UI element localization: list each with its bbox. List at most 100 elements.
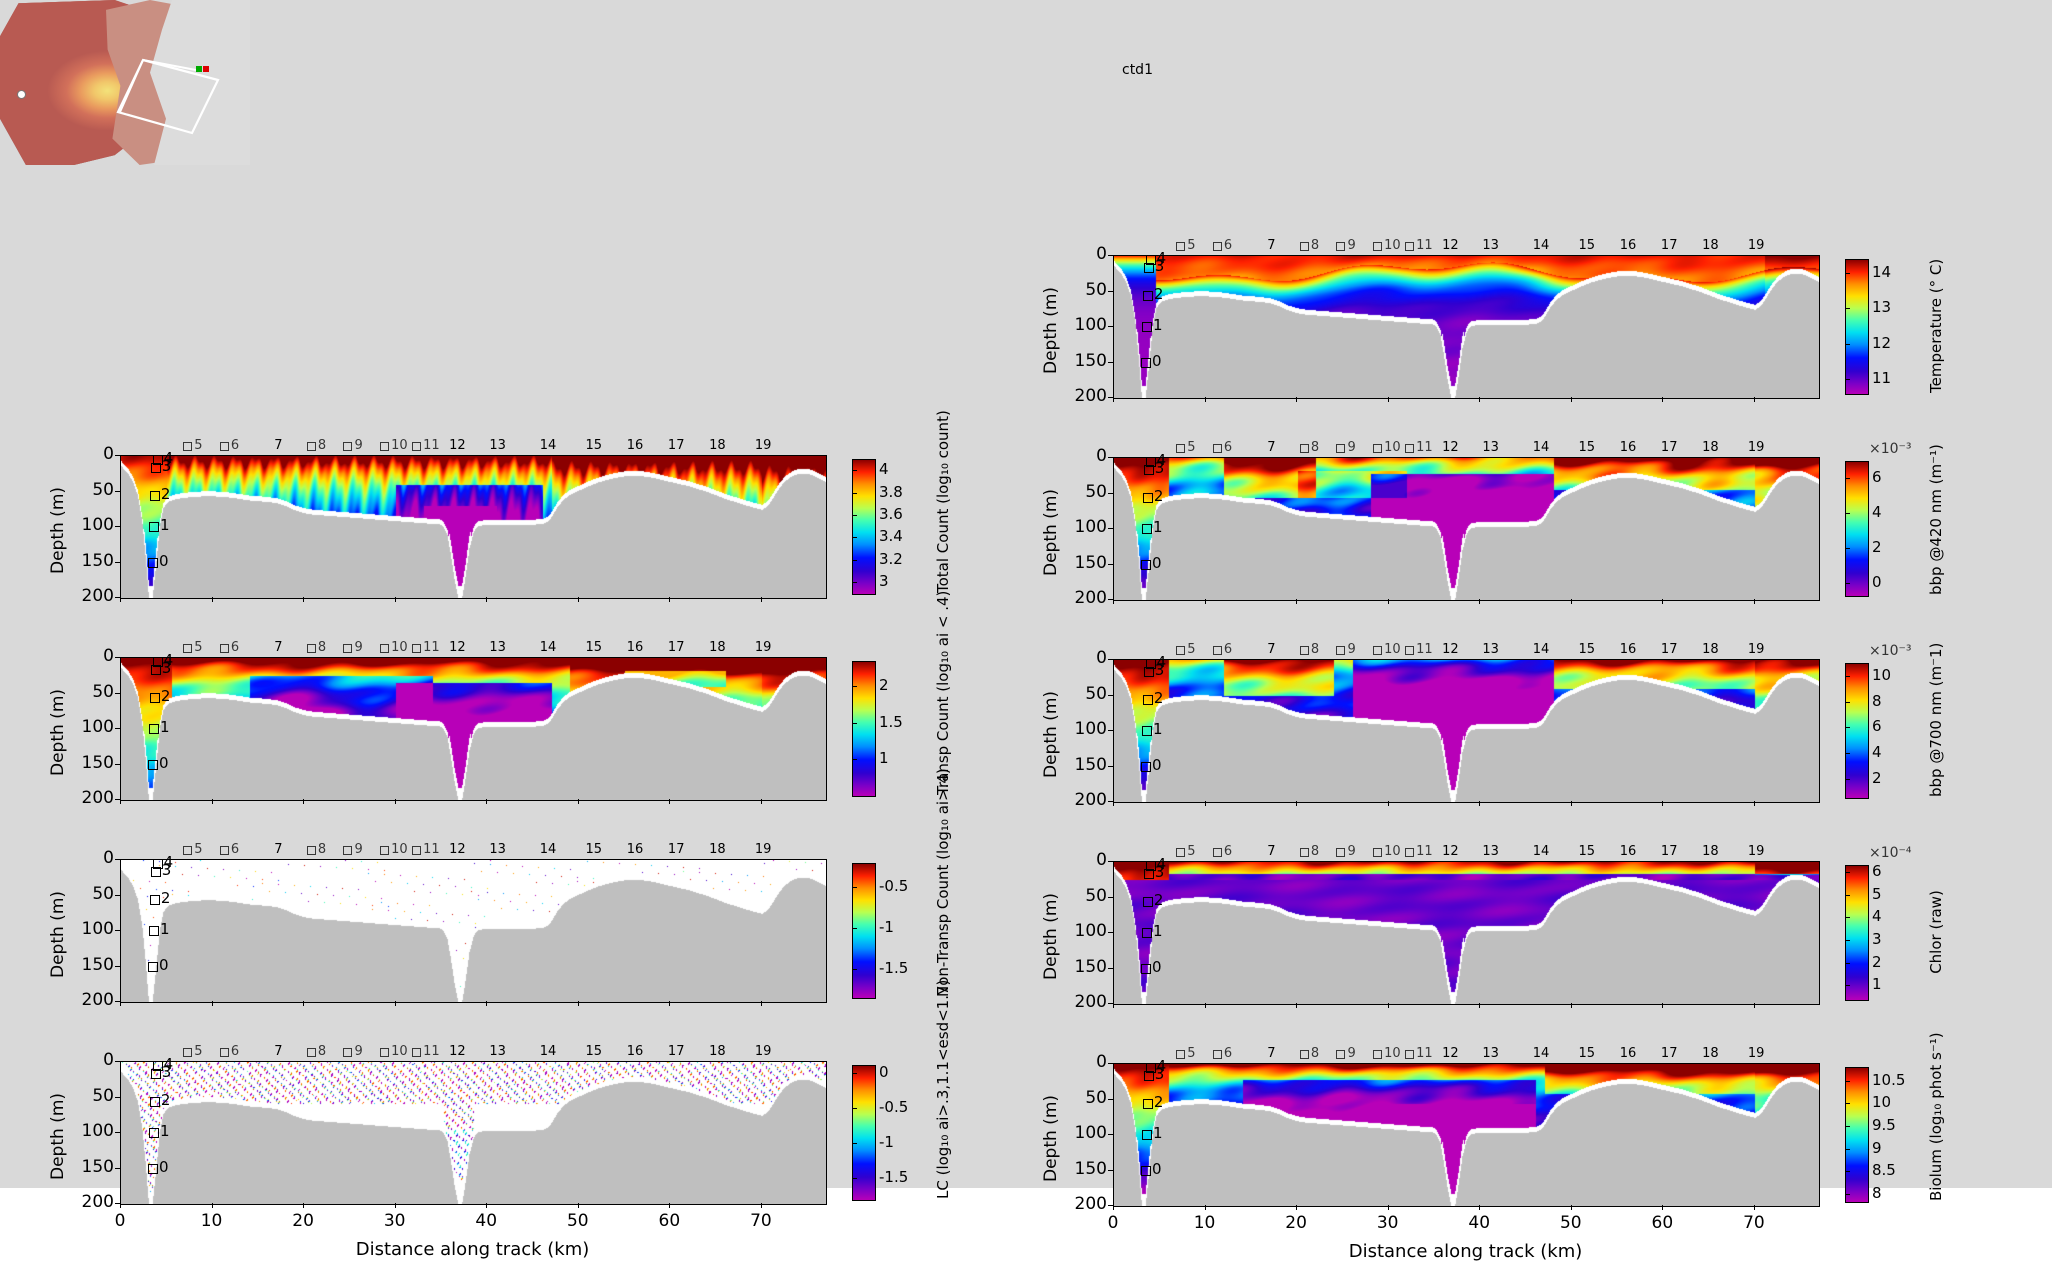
x-tickmark	[1387, 801, 1389, 806]
colorbar-tickmark	[853, 1108, 857, 1110]
plot-area-total-count[interactable]	[120, 455, 827, 599]
station-label-6: 6	[1223, 642, 1233, 657]
station-label-17: 17	[667, 1044, 685, 1059]
station-marker-11	[412, 1048, 422, 1057]
station-label-13: 13	[1482, 238, 1499, 253]
station-label-1: 1	[1152, 316, 1163, 334]
x-tick-50: 50	[1559, 1213, 1582, 1233]
station-label-0: 0	[159, 955, 169, 974]
y-tick-total-count-200: 200	[81, 586, 114, 606]
station-marker-1	[1141, 322, 1152, 332]
colorbar-tickmark	[853, 470, 857, 472]
station-marker-9	[1336, 242, 1346, 251]
station-label-15: 15	[585, 1044, 603, 1059]
x-tickmark	[577, 597, 579, 602]
y-tickmark	[1108, 1098, 1113, 1100]
y-tickmark	[1108, 659, 1113, 660]
station-marker-0	[148, 961, 159, 972]
colorbar-tickmark	[853, 537, 857, 539]
colorbar-tick-temperature-2: 13	[1872, 298, 1892, 317]
station-label-4: 4	[163, 448, 174, 467]
colorbar-tick-bbp700-3: 8	[1872, 691, 1882, 710]
x-tickmark	[760, 1203, 762, 1208]
station-marker-6	[1212, 1050, 1222, 1059]
colorbar-tick-total-count-4: 3.8	[879, 482, 903, 501]
station-label-13: 13	[489, 640, 506, 655]
station-marker-6	[1212, 848, 1222, 857]
x-tickmark	[486, 1203, 488, 1208]
colorbar-tickmark	[853, 927, 857, 929]
station-label-4: 4	[1156, 248, 1167, 267]
station-marker-8	[306, 442, 316, 451]
station-marker-2	[1142, 493, 1153, 504]
colorbar-tickmark	[1846, 378, 1850, 380]
x-tickmark	[394, 1203, 396, 1208]
x-tickmark	[1662, 599, 1664, 604]
station-label-4: 4	[1156, 854, 1167, 873]
station-label-9: 9	[354, 640, 363, 655]
station-label-14: 14	[1532, 642, 1550, 657]
y-tick-total-count-150: 150	[81, 550, 114, 571]
y-tick-transp-count-50: 50	[92, 681, 114, 702]
x-tickmark	[486, 1001, 488, 1006]
colorbar-tick-total-count-1: 3.2	[879, 549, 903, 568]
plot-area-lc[interactable]	[120, 1061, 827, 1205]
station-marker-3	[1143, 1071, 1154, 1082]
y-tickmark	[115, 657, 120, 658]
station-label-14: 14	[1532, 238, 1550, 253]
map-start-marker	[196, 66, 202, 72]
station-label-9: 9	[1347, 844, 1356, 859]
station-label-11: 11	[1416, 440, 1433, 455]
plot-area-temperature[interactable]	[1113, 255, 1820, 399]
x-tickmark	[394, 799, 396, 804]
station-marker-8	[306, 846, 316, 855]
station-label-7: 7	[1267, 642, 1276, 657]
station-label-7: 7	[1267, 238, 1276, 253]
y-tickmark	[1108, 457, 1113, 458]
y-tick-chlor-150: 150	[1074, 956, 1107, 977]
y-tickmark	[115, 763, 120, 765]
y-tickmark	[1108, 1003, 1113, 1004]
colorbar-tick-lc-0: -1.5	[879, 1168, 909, 1187]
station-label-0: 0	[1152, 957, 1162, 976]
station-label-7: 7	[274, 640, 283, 655]
station-label-18: 18	[709, 1044, 726, 1059]
x-tickmark	[669, 799, 671, 804]
plot-area-non-transp-count[interactable]	[120, 859, 827, 1003]
station-label-9: 9	[1347, 440, 1356, 455]
colorbar-tickmark	[1846, 273, 1850, 275]
station-label-8: 8	[317, 842, 327, 857]
station-marker-8	[1299, 242, 1309, 251]
station-label-6: 6	[1223, 238, 1233, 253]
station-label-2: 2	[160, 889, 171, 908]
plot-area-bbp700[interactable]	[1113, 659, 1820, 803]
y-axis-label-temperature: Depth (m)	[1041, 286, 1061, 374]
y-tickmark	[115, 692, 120, 694]
colorbar-bbp700	[1845, 663, 1869, 799]
y-tickmark	[1108, 861, 1113, 862]
x-tick-30: 30	[1376, 1213, 1399, 1233]
colorbar-tick-non-transp-count-0: -1.5	[879, 958, 909, 977]
station-label-9: 9	[1347, 238, 1356, 253]
colorbar-tickmark	[1846, 308, 1850, 310]
station-marker-11	[1405, 444, 1415, 453]
x-tickmark	[1113, 1205, 1114, 1210]
plot-area-transp-count[interactable]	[120, 657, 827, 801]
x-tick-50: 50	[566, 1211, 589, 1231]
station-label-13: 13	[1482, 642, 1499, 657]
plot-area-bbp420[interactable]	[1113, 457, 1820, 601]
section-image-transp-count	[121, 658, 826, 800]
y-tickmark	[115, 561, 120, 563]
station-marker-10	[380, 846, 390, 855]
colorbar-tickmark	[1846, 1171, 1850, 1173]
x-tickmark	[1753, 1003, 1755, 1008]
station-label-9: 9	[354, 842, 363, 857]
y-tick-temperature-100: 100	[1074, 315, 1107, 335]
x-tickmark	[486, 597, 488, 602]
station-label-18: 18	[1702, 844, 1719, 859]
station-label-5: 5	[1187, 642, 1196, 657]
station-marker-5	[1176, 848, 1186, 857]
plot-area-biolum[interactable]	[1113, 1063, 1820, 1207]
plot-area-chlor[interactable]	[1113, 861, 1820, 1005]
station-label-10: 10	[391, 1044, 408, 1059]
